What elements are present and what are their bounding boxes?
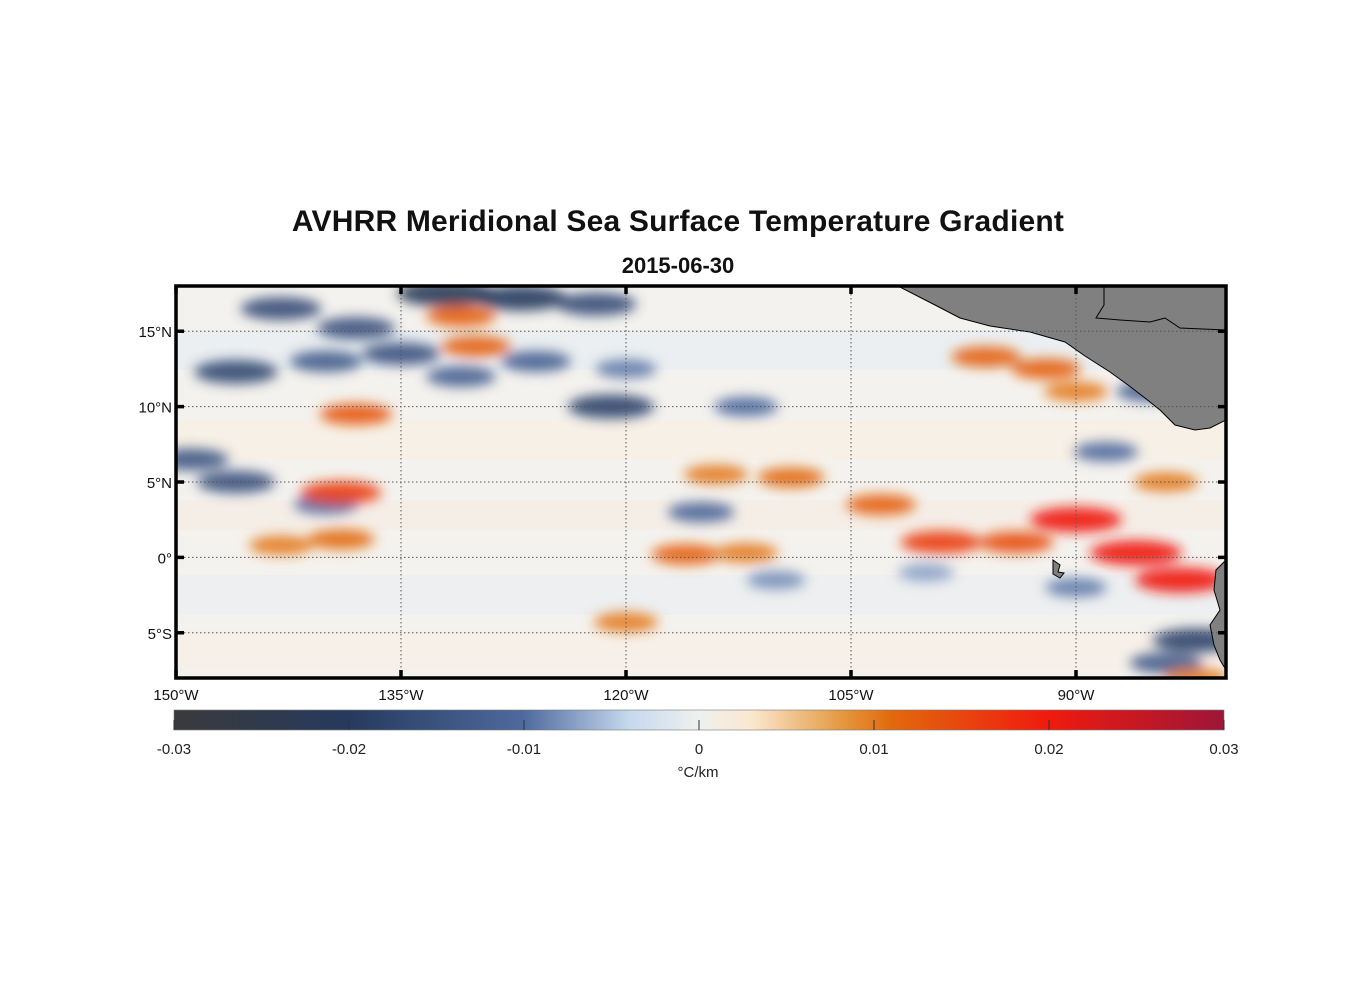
feature-negative-0 [240, 297, 322, 321]
feature-negative-11 [176, 448, 229, 471]
feature-positive-40 [951, 346, 1021, 368]
feature-negative-8 [426, 366, 496, 387]
feature-negative-20 [1129, 652, 1203, 674]
lon-tick-label: 90°W [1058, 687, 1096, 704]
feature-negative-3 [475, 286, 567, 311]
feature-negative-2 [397, 286, 495, 307]
chart-title: AVHRR Meridional Sea Surface Temperature… [291, 205, 1065, 238]
lon-tick-label: 120°W [603, 687, 649, 704]
colorbar-tick-label: 0 [695, 741, 703, 758]
lat-tick-label: 15°N [138, 324, 172, 341]
feature-negative-14 [667, 502, 735, 523]
land-south-america [1209, 559, 1226, 671]
gradient-features [176, 286, 1226, 678]
feature-positive-41 [1011, 358, 1081, 380]
feature-negative-22 [898, 563, 954, 582]
feature-positive-31 [714, 543, 778, 563]
feature-positive-34 [846, 494, 916, 515]
lon-tick-label: 150°W [153, 687, 199, 704]
feature-positive-30 [651, 544, 721, 565]
land-central-america [897, 286, 1226, 431]
feature-negative-6 [289, 350, 363, 372]
feature-positive-24 [426, 305, 496, 327]
chart-date: 2015-06-30 [621, 253, 735, 278]
colorbar-tick-label: 0.02 [1034, 741, 1063, 758]
feature-negative-7 [362, 342, 440, 365]
feature-negative-21 [746, 570, 806, 590]
lon-tick-label: 105°W [828, 687, 874, 704]
lat-tick-label: 10°N [138, 400, 172, 417]
colorbar-tick-label: 0.03 [1209, 741, 1238, 758]
feature-positive-37 [1030, 507, 1122, 533]
feature-negative-19 [1152, 628, 1226, 653]
lat-tick-label: 5°N [147, 475, 172, 492]
feature-negative-1 [317, 317, 395, 340]
feature-positive-43 [1134, 472, 1198, 492]
feature-positive-35 [900, 530, 982, 554]
feature-positive-38 [1090, 540, 1182, 566]
feature-negative-9 [501, 351, 571, 372]
feature-negative-4 [555, 292, 637, 316]
feature-positive-33 [684, 464, 748, 485]
colorbar-ticks: -0.03 -0.02 -0.01 0 0.01 0.02 0.03 [157, 720, 1239, 758]
colorbar-units: °C/km [677, 764, 719, 781]
feature-positive-26 [319, 403, 393, 425]
feature-positive-28 [307, 529, 375, 550]
feature-positive-25 [441, 335, 511, 357]
colorbar-tick-label: -0.02 [332, 741, 366, 758]
colorbar-tick-label: 0.01 [859, 741, 888, 758]
colorbar-tick-label: -0.01 [507, 741, 541, 758]
land-masses [897, 286, 1226, 671]
land-galapagos [1052, 559, 1065, 579]
lat-tick-label: 5°S [148, 626, 172, 643]
feature-negative-10 [595, 359, 657, 379]
feature-positive-27 [300, 481, 382, 505]
feature-positive-32 [757, 467, 825, 488]
lon-tick-label: 135°W [378, 687, 424, 704]
colorbar-tick-label: -0.03 [157, 741, 191, 758]
map-gridlines [176, 286, 1226, 678]
feature-negative-18 [1074, 442, 1138, 462]
feature-positive-45 [1164, 668, 1226, 678]
feature-positive-39 [1135, 567, 1226, 593]
map-axes: 150°W 135°W 120°W 105°W 90°W 15°N 10°N 5°N 0° 5°S [138, 285, 1227, 704]
feature-positive-29 [249, 535, 313, 556]
feature-negative-15 [567, 394, 655, 419]
lat-tick-label: 0° [158, 550, 172, 567]
feature-positive-36 [978, 531, 1054, 554]
feature-negative-5 [194, 360, 278, 384]
feature-negative-16 [714, 396, 778, 417]
